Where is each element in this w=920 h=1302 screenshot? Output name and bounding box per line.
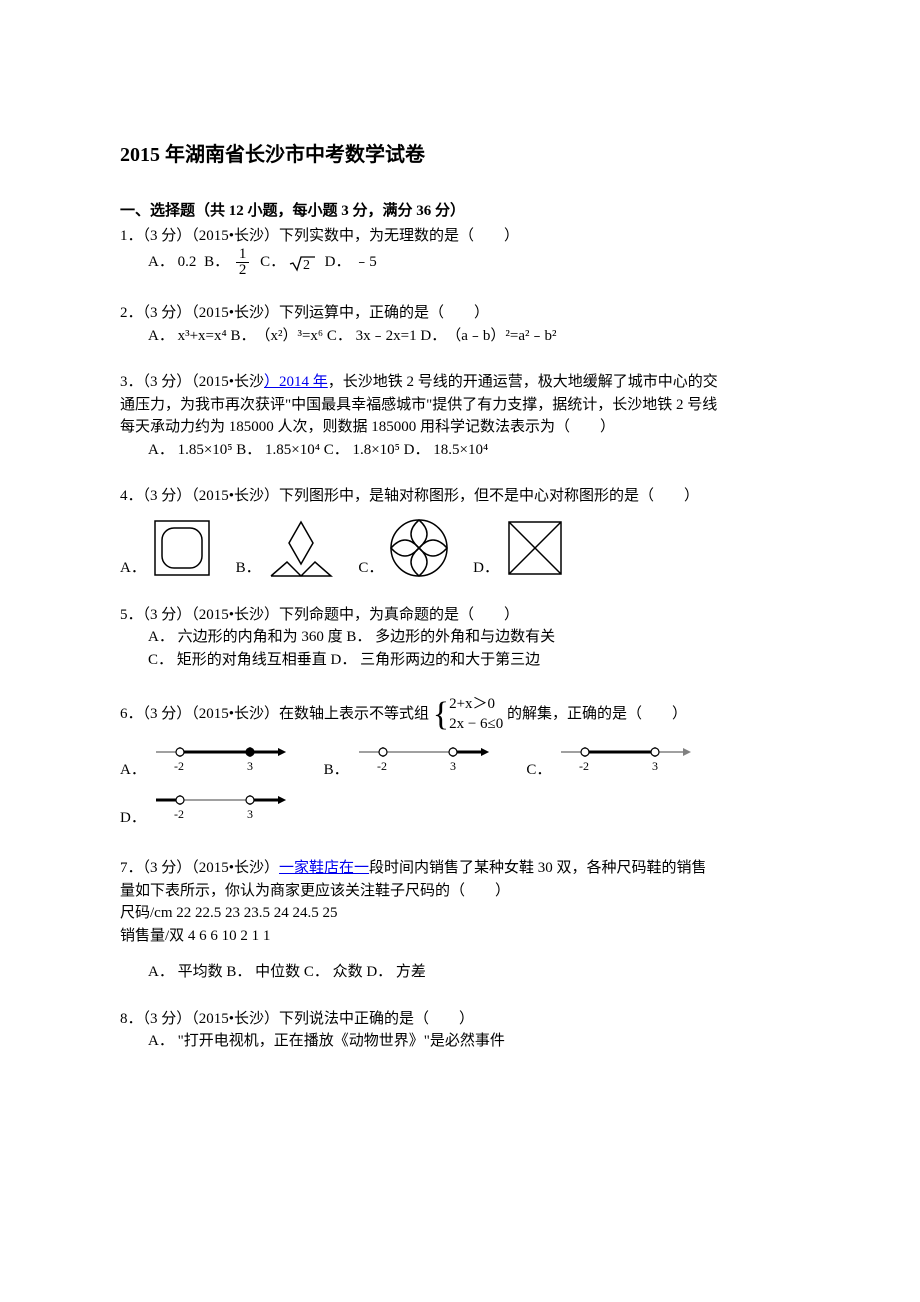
q6-C-label: C． bbox=[526, 759, 551, 782]
question-3: 3．（3 分）（2015•长沙）2014 年，长沙地铁 2 号线的开通运营，极大… bbox=[120, 371, 800, 461]
shape-rounded-square-icon bbox=[150, 516, 214, 580]
q4-B-label: B． bbox=[236, 557, 261, 580]
q1-optB-label: B． bbox=[204, 254, 229, 270]
section-header: 一、选择题（共 12 小题，每小题 3 分，满分 36 分） bbox=[120, 200, 800, 223]
q5-line2: C． 矩形的对角线互相垂直 D． 三角形两边的和大于第三边 bbox=[120, 649, 800, 672]
svg-text:-2: -2 bbox=[174, 807, 184, 821]
q6-sys-line1: 2+x＞0 bbox=[449, 695, 503, 715]
svg-text:-2: -2 bbox=[174, 759, 184, 773]
q6-D-label: D． bbox=[120, 807, 146, 830]
numberline-B: -2 3 bbox=[353, 738, 493, 782]
q4-optC: C． bbox=[358, 516, 451, 580]
svg-text:3: 3 bbox=[652, 759, 658, 773]
numberline-C: -2 3 bbox=[555, 738, 695, 782]
q6-stem: 6．（3 分）（2015•长沙）在数轴上表示不等式组 { 2+x＞0 2x − … bbox=[120, 695, 800, 734]
q6-B-label: B． bbox=[324, 759, 349, 782]
page-title: 2015 年湖南省长沙市中考数学试卷 bbox=[120, 140, 800, 170]
q3-line1a: 3．（3 分）（2015•长沙 bbox=[120, 374, 264, 390]
q6-options-row1: A． -2 3 B． -2 3 C． -2 3 bbox=[120, 738, 800, 786]
question-7: 7．（3 分）（2015•长沙）一家鞋店在一段时间内销售了某种女鞋 30 双，各… bbox=[120, 857, 800, 984]
question-4: 4．（3 分）（2015•长沙）下列图形中，是轴对称图形，但不是中心对称图形的是… bbox=[120, 485, 800, 580]
q3-line3: 每天承动力约为 185000 人次，则数据 185000 用科学记数法表示为（ … bbox=[120, 416, 800, 439]
q6-A-label: A． bbox=[120, 759, 146, 782]
numberline-A: -2 3 bbox=[150, 738, 290, 782]
shape-rhombus-triangle-icon bbox=[265, 516, 337, 580]
svg-text:-2: -2 bbox=[579, 759, 589, 773]
sqrt-arg: 2 bbox=[303, 258, 310, 272]
q7-table-row2: 销售量/双 4 6 6 10 2 1 1 bbox=[120, 925, 800, 948]
frac-num: 1 bbox=[236, 247, 250, 263]
q8-optA: A． "打开电视机，正在播放《动物世界》"是必然事件 bbox=[120, 1030, 800, 1053]
q1-optB-fraction: 1 2 bbox=[236, 247, 250, 278]
q6-system: { 2+x＞0 2x − 6≤0 bbox=[433, 695, 504, 734]
q4-optA: A． bbox=[120, 516, 214, 580]
left-brace-icon: { bbox=[433, 698, 449, 732]
q4-shapes-row: A． B． C． bbox=[120, 516, 800, 580]
q7-options: A． 平均数 B． 中位数 C． 众数 D． 方差 bbox=[120, 961, 800, 984]
q3-line1b: ，长沙地铁 2 号线的开通运营，极大地缓解了城市中心的交 bbox=[328, 374, 718, 390]
svg-text:3: 3 bbox=[247, 807, 253, 821]
q4-C-label: C． bbox=[358, 557, 383, 580]
q1-stem: 1．（3 分）（2015•长沙）下列实数中，为无理数的是（ ） bbox=[120, 225, 800, 248]
svg-text:-2: -2 bbox=[377, 759, 387, 773]
q4-optB: B． bbox=[236, 516, 337, 580]
q1-optD-value: ﹣5 bbox=[354, 254, 377, 270]
q3-link[interactable]: ）2014 年 bbox=[264, 374, 328, 390]
frac-den: 2 bbox=[236, 263, 250, 278]
q8-stem: 8．（3 分）（2015•长沙）下列说法中正确的是（ ） bbox=[120, 1008, 800, 1031]
q3-line2: 通压力，为我市再次获评"中国最具幸福感城市"提供了有力支撑，据统计，长沙地铁 2… bbox=[120, 394, 800, 417]
q5-stem: 5．（3 分）（2015•长沙）下列命题中，为真命题的是（ ） bbox=[120, 604, 800, 627]
question-5: 5．（3 分）（2015•长沙）下列命题中，为真命题的是（ ） A． 六边形的内… bbox=[120, 604, 800, 672]
q3-options: A． 1.85×10⁵ B． 1.85×10⁴ C． 1.8×10⁵ D． 18… bbox=[120, 439, 800, 462]
q1-optC-value: 2 bbox=[289, 254, 321, 270]
q5-line1: A． 六边形的内角和为 360 度 B． 多边形的外角和与边数有关 bbox=[120, 626, 800, 649]
numberline-D: -2 3 bbox=[150, 786, 290, 830]
svg-text:3: 3 bbox=[247, 759, 253, 773]
q1-optA-value: 0.2 bbox=[178, 254, 197, 270]
q4-stem: 4．（3 分）（2015•长沙）下列图形中，是轴对称图形，但不是中心对称图形的是… bbox=[120, 485, 800, 508]
q3-line1: 3．（3 分）（2015•长沙）2014 年，长沙地铁 2 号线的开通运营，极大… bbox=[120, 371, 800, 394]
q4-D-label: D． bbox=[473, 557, 499, 580]
q7-link[interactable]: 一家鞋店在一 bbox=[279, 860, 369, 876]
q2-options: A． x³+x=x⁴ B． （x²）³=x⁶ C． 3x﹣2x=1 D． （a﹣… bbox=[120, 325, 800, 348]
q1-options: A． 0.2 B． 1 2 C． 2 D． ﹣5 bbox=[120, 247, 800, 278]
q7-line1b: 段时间内销售了某种女鞋 30 双，各种尺码鞋的销售 bbox=[369, 860, 707, 876]
q6-options-row2: D． -2 3 bbox=[120, 786, 800, 834]
question-6: 6．（3 分）（2015•长沙）在数轴上表示不等式组 { 2+x＞0 2x − … bbox=[120, 695, 800, 833]
q1-optA-label: A． bbox=[148, 254, 174, 270]
q1-optD-label: D． bbox=[325, 254, 351, 270]
q2-stem: 2．（3 分）（2015•长沙）下列运算中，正确的是（ ） bbox=[120, 302, 800, 325]
q7-line2: 量如下表所示，你认为商家更应该关注鞋子尺码的（ ） bbox=[120, 880, 800, 903]
exam-page: 2015 年湖南省长沙市中考数学试卷 一、选择题（共 12 小题，每小题 3 分… bbox=[0, 0, 920, 1302]
q6-stem-a: 6．（3 分）（2015•长沙）在数轴上表示不等式组 bbox=[120, 706, 429, 722]
q4-A-label: A． bbox=[120, 557, 146, 580]
q4-optD: D． bbox=[473, 516, 567, 580]
svg-text:3: 3 bbox=[450, 759, 456, 773]
q6-sys-line2: 2x − 6≤0 bbox=[449, 715, 503, 735]
question-1: 1．（3 分）（2015•长沙）下列实数中，为无理数的是（ ） A． 0.2 B… bbox=[120, 225, 800, 279]
q7-table-row1: 尺码/cm 22 22.5 23 23.5 24 24.5 25 bbox=[120, 902, 800, 925]
shape-flower-icon bbox=[387, 516, 451, 580]
question-2: 2．（3 分）（2015•长沙）下列运算中，正确的是（ ） A． x³+x=x⁴… bbox=[120, 302, 800, 347]
q6-stem-b: 的解集，正确的是（ ） bbox=[507, 706, 687, 722]
q7-line1: 7．（3 分）（2015•长沙）一家鞋店在一段时间内销售了某种女鞋 30 双，各… bbox=[120, 857, 800, 880]
shape-square-x-icon bbox=[503, 516, 567, 580]
question-8: 8．（3 分）（2015•长沙）下列说法中正确的是（ ） A． "打开电视机，正… bbox=[120, 1008, 800, 1053]
q1-optC-label: C． bbox=[260, 254, 285, 270]
q7-line1a: 7．（3 分）（2015•长沙） bbox=[120, 860, 279, 876]
